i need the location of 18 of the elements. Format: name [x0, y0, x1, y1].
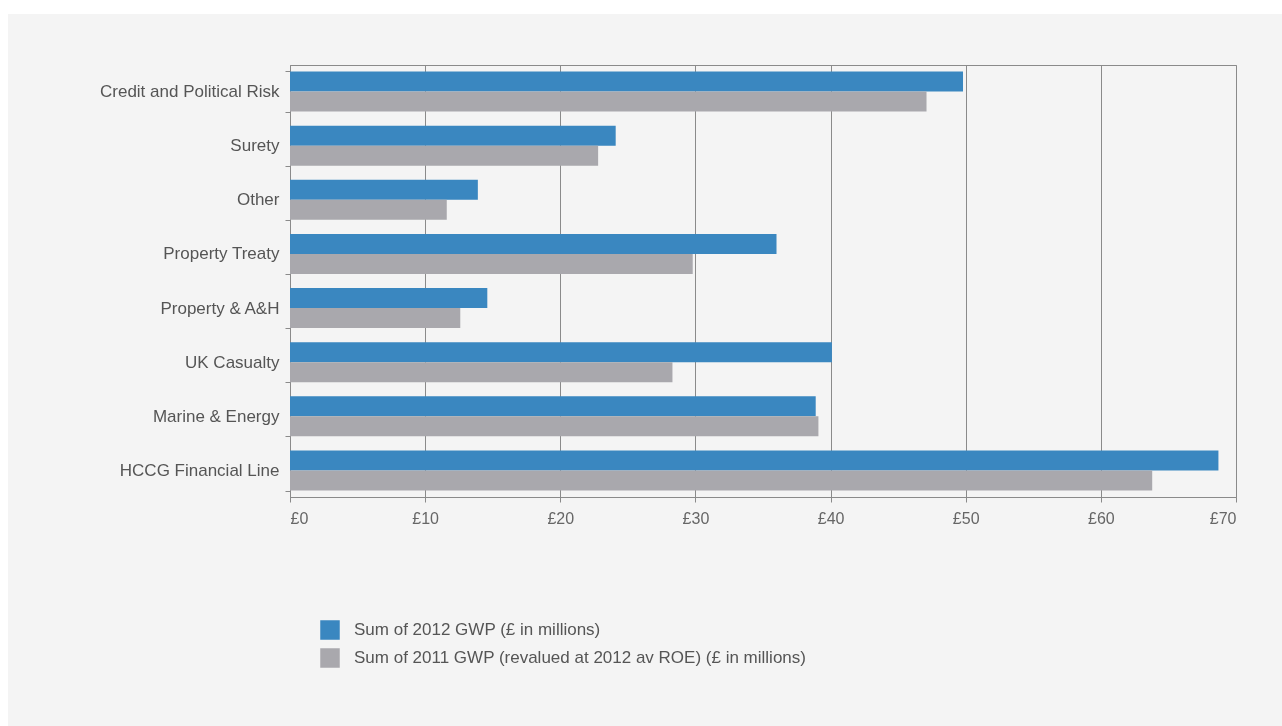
x-tick-label: £60: [1088, 509, 1115, 527]
x-tick-label: £70: [1209, 509, 1237, 527]
y-tick-label: Credit and Political Risk: [99, 82, 280, 102]
legend-label: Sum of 2012 GWP (£ in millions): [354, 620, 601, 639]
y-tick-label: Property & A&H: [160, 298, 280, 318]
legend-label: Sum of 2011 GWP (revalued at 2012 av ROE) (£ in millions): [354, 648, 806, 667]
y-tick-label: HCCG Financial Line: [119, 460, 280, 480]
x-tick-label: £0: [290, 509, 309, 527]
x-tick-label: £40: [817, 509, 845, 527]
y-tick-label: Other: [236, 190, 280, 210]
x-tick-label: £30: [682, 509, 710, 527]
x-tick-label: £10: [412, 509, 440, 527]
y-tick-label: Surety: [230, 136, 280, 156]
y-tick-label: Marine & Energy: [152, 406, 280, 426]
x-tick-label: £20: [547, 509, 575, 527]
x-tick-label: £50: [952, 509, 980, 527]
y-tick-label: Property Treaty: [163, 244, 280, 264]
y-tick-label: UK Casualty: [185, 352, 280, 372]
